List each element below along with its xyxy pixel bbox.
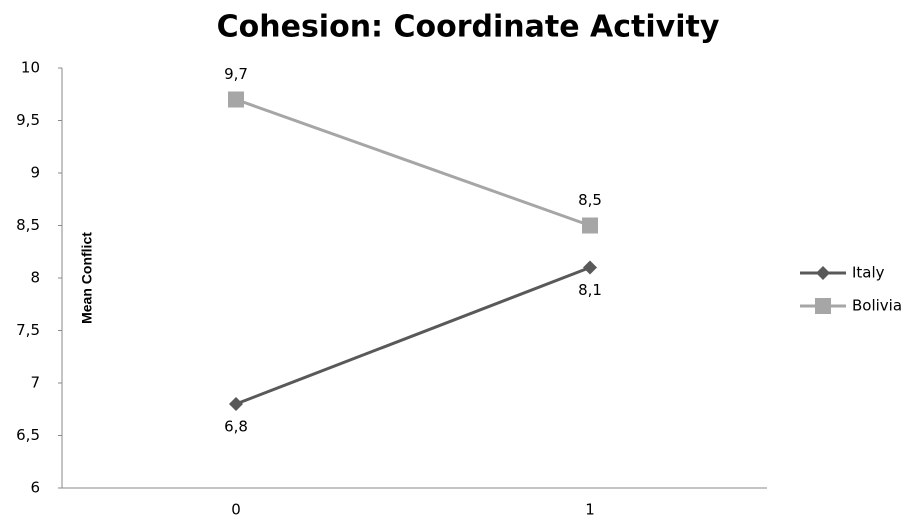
legend-label: Bolivia — [852, 297, 902, 315]
y-tick-label: 7 — [30, 374, 40, 392]
y-tick-label: 8 — [30, 269, 40, 287]
y-tick-label: 6 — [30, 479, 40, 497]
chart-title: Cohesion: Coordinate Activity — [217, 10, 720, 45]
data-label: 8,5 — [578, 191, 602, 209]
data-point — [582, 217, 598, 234]
data-label: 8,1 — [578, 281, 602, 299]
series-line — [235, 98, 591, 227]
y-tick-label: 6,5 — [16, 426, 40, 444]
x-tick-label: 0 — [231, 501, 241, 518]
series-line — [235, 266, 591, 406]
data-label: 6,8 — [224, 418, 248, 436]
data-label: 9,7 — [224, 65, 248, 83]
y-tick-label: 8,5 — [16, 216, 40, 234]
y-axis-label: Mean Conflict — [79, 232, 95, 324]
data-point — [229, 397, 243, 411]
y-tick-label: 9 — [30, 164, 40, 182]
y-tick-label: 9,5 — [16, 111, 40, 129]
x-tick-label: 1 — [585, 501, 595, 518]
y-tick-label: 10 — [21, 59, 40, 77]
data-point — [583, 260, 597, 275]
y-tick-label: 7,5 — [16, 321, 40, 339]
data-point — [228, 91, 244, 108]
legend-marker — [815, 298, 831, 314]
legend-label: Italy — [852, 264, 885, 282]
legend-marker — [816, 266, 830, 280]
